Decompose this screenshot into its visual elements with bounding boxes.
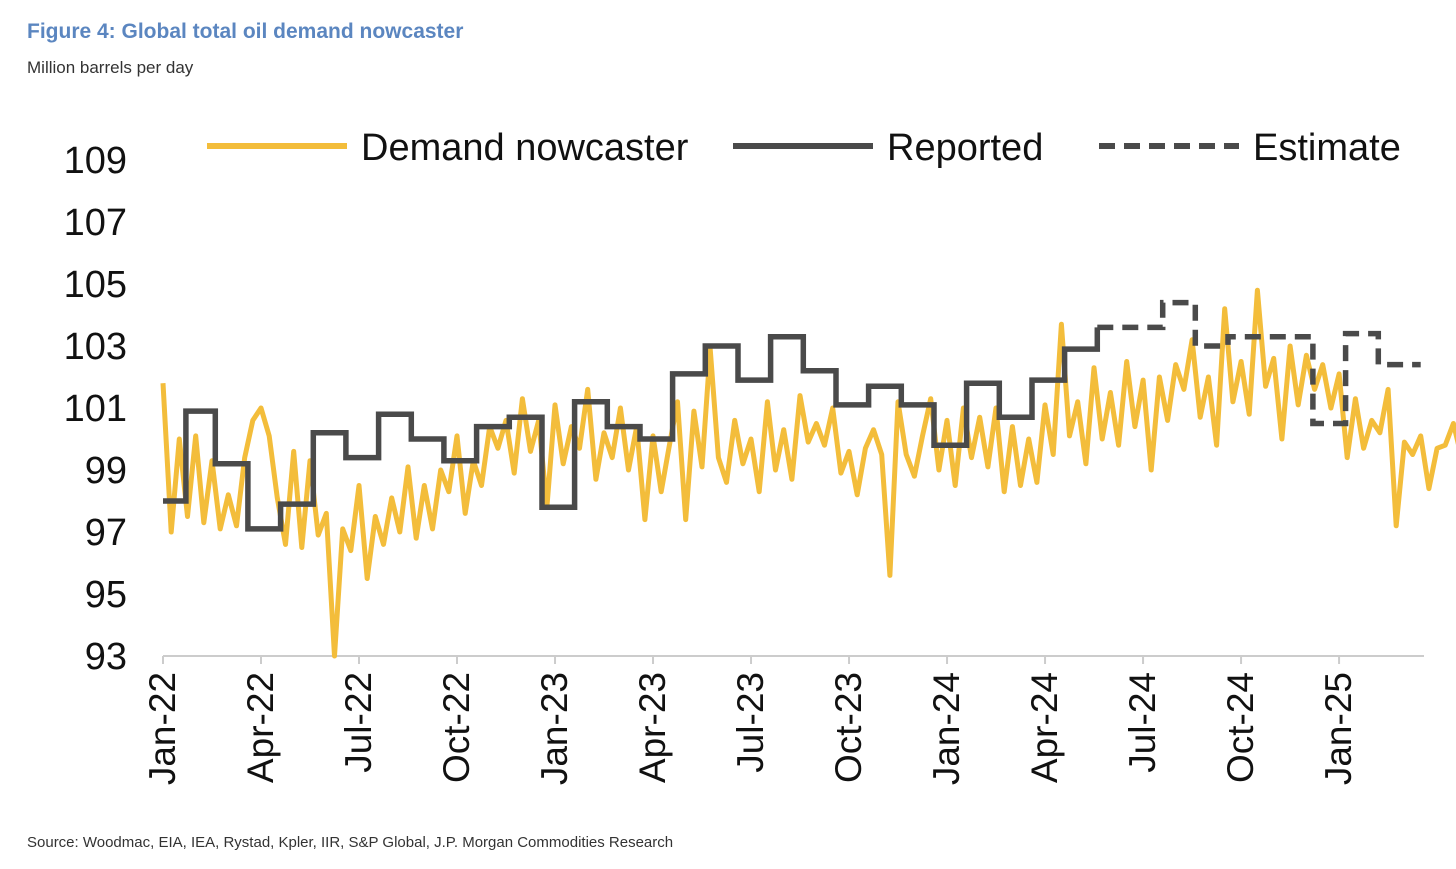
x-tick-label: Oct-24 <box>1220 672 1261 783</box>
source-note: Source: Woodmac, EIA, IEA, Rystad, Kpler… <box>27 834 674 851</box>
oil-demand-chart: Demand nowcaster Reported Estimate 109 1… <box>64 127 1456 785</box>
y-tick-label: 101 <box>64 388 127 430</box>
legend-label-nowcaster: Demand nowcaster <box>361 127 689 169</box>
legend-label-estimate: Estimate <box>1253 127 1401 169</box>
x-tick-label: Oct-23 <box>828 672 869 783</box>
x-tick-label: Jan-23 <box>534 672 575 785</box>
x-tick-label: Jan-24 <box>926 672 967 785</box>
legend: Demand nowcaster Reported Estimate <box>207 127 1401 169</box>
x-tick-label: Jan-22 <box>142 672 183 785</box>
x-tick-label: Jul-24 <box>1122 672 1163 773</box>
x-tick-label: Jul-23 <box>730 672 771 773</box>
x-axis-ticks <box>162 656 1341 664</box>
series-estimate-line <box>1097 299 1421 427</box>
x-axis-labels: Jan-22 Apr-22 Jul-22 Oct-22 Jan-23 Apr-2… <box>142 672 1359 785</box>
y-tick-label: 109 <box>64 140 127 182</box>
figure-subtitle: Million barrels per day <box>27 58 194 77</box>
y-tick-label: 107 <box>64 202 127 244</box>
series-reported-line <box>163 327 1101 532</box>
series-nowcaster-line <box>160 287 1456 659</box>
x-tick-label: Apr-24 <box>1024 672 1065 783</box>
x-tick-label: Oct-22 <box>436 672 477 783</box>
y-tick-label: 105 <box>64 264 127 306</box>
y-tick-label: 97 <box>85 512 127 554</box>
x-tick-label: Jan-25 <box>1318 672 1359 785</box>
y-axis-labels: 109 107 105 103 101 99 97 95 93 <box>64 140 127 678</box>
x-tick-label: Apr-22 <box>240 672 281 783</box>
y-tick-label: 103 <box>64 326 127 368</box>
y-tick-label: 99 <box>85 450 127 492</box>
y-tick-label: 93 <box>85 636 127 678</box>
x-tick-label: Jul-22 <box>338 672 379 773</box>
legend-label-reported: Reported <box>887 127 1043 169</box>
y-tick-label: 95 <box>85 574 127 616</box>
figure-title: Figure 4: Global total oil demand nowcas… <box>27 20 464 43</box>
x-tick-label: Apr-23 <box>632 672 673 783</box>
